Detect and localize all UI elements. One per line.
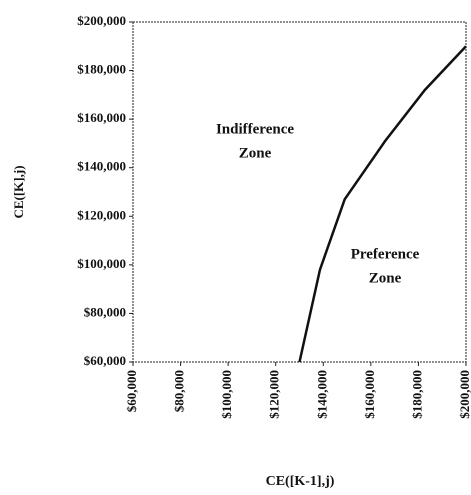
zone-label: Indifference xyxy=(216,121,294,137)
curve xyxy=(298,45,467,363)
zone-label: Zone xyxy=(369,270,402,286)
y-tick-label: $80,000 xyxy=(84,304,126,319)
x-tick-label: $100,000 xyxy=(219,370,234,419)
zone-label: Preference xyxy=(351,246,420,262)
x-tick-label: $140,000 xyxy=(314,370,329,419)
x-tick-label: $120,000 xyxy=(267,370,282,419)
y-tick-label: $120,000 xyxy=(77,207,126,222)
x-tick-label: $200,000 xyxy=(457,370,471,419)
x-tick-label: $60,000 xyxy=(124,370,139,412)
plot-frame xyxy=(132,21,467,363)
y-tick-label: $160,000 xyxy=(77,110,126,125)
y-tick-label: $100,000 xyxy=(77,256,126,271)
x-tick-label: $160,000 xyxy=(362,370,377,419)
x-tick-label: $180,000 xyxy=(409,370,424,419)
y-axis-label: CE([K],j) xyxy=(11,165,26,218)
x-tick-label: $80,000 xyxy=(172,370,187,412)
x-axis-label: CE([K-1],j) xyxy=(266,474,335,489)
y-tick-label: $200,000 xyxy=(77,13,126,28)
y-tick-label: $60,000 xyxy=(84,353,126,368)
zone-label: Zone xyxy=(239,145,272,161)
y-tick-label: $140,000 xyxy=(77,159,126,174)
y-tick-label: $180,000 xyxy=(77,62,126,77)
